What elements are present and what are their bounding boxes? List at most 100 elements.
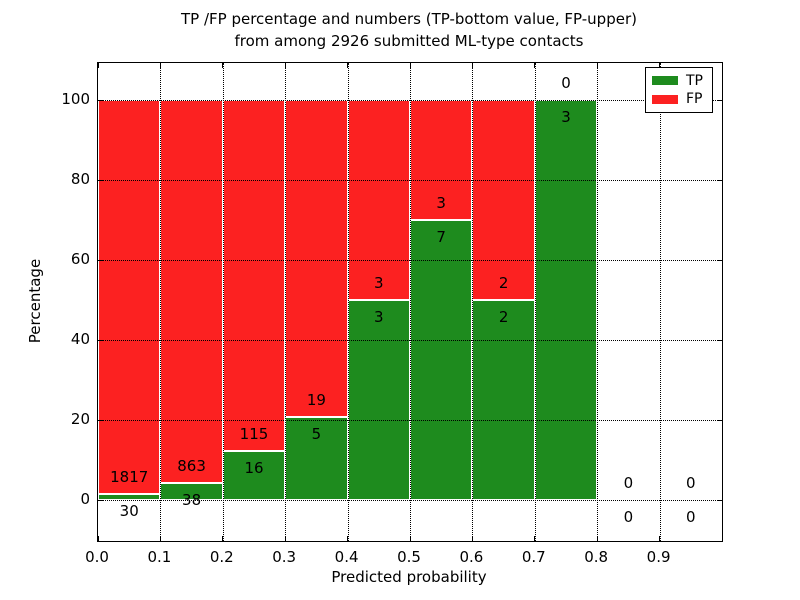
- bar-segment-tp: [347, 300, 410, 500]
- x-tick-mark: [596, 536, 598, 541]
- x-tick-mark: [347, 536, 349, 541]
- bar-segment-tp: [472, 300, 535, 500]
- x-tick-mark: [284, 536, 286, 541]
- x-tick-mark: [409, 536, 411, 541]
- y-tick-mark: [98, 419, 103, 421]
- y-tick-mark: [717, 419, 722, 421]
- y-tick-label: 0: [80, 490, 90, 508]
- x-tick-mark: [534, 536, 536, 541]
- x-tick-label: 0.1: [147, 548, 172, 566]
- x-tick-mark: [659, 536, 661, 541]
- bar-segment-fp: [222, 100, 286, 452]
- bar-count-label-tp: 3: [561, 108, 571, 126]
- bar-count-label-fp: 863: [177, 457, 206, 476]
- bar-count-label-tp: 30: [119, 501, 139, 520]
- bar-count-label-tp: 3: [374, 308, 384, 326]
- plot-area: 1817 30 863 38 115 16 19 5 3 3 3 7 2 2 0 3 0 0 0 0: [97, 62, 723, 542]
- x-tick-label: 0.5: [397, 548, 421, 566]
- y-tick-mark: [717, 179, 722, 181]
- chart-title-line1: TP /FP percentage and numbers (TP-bottom…: [181, 10, 637, 28]
- y-tick-label: 100: [61, 90, 90, 108]
- bar-segment-tp: [285, 416, 348, 500]
- y-tick-mark: [717, 339, 722, 341]
- x-tick-mark: [97, 63, 99, 68]
- x-tick-mark: [222, 536, 224, 541]
- y-tick-mark: [717, 99, 722, 101]
- fp-swatch-icon: [652, 94, 678, 104]
- bar-segment-tp: [98, 493, 161, 500]
- bar-count-label-fp: 0: [561, 74, 571, 92]
- bar-count-label-tp: 16: [244, 459, 264, 478]
- y-tick-mark: [98, 99, 103, 101]
- chart-title: TP /FP percentage and numbers (TP-bottom…: [97, 8, 721, 52]
- v-gridline: [534, 63, 536, 541]
- y-axis-label: Percentage: [26, 258, 44, 344]
- x-tick-mark: [347, 63, 349, 68]
- y-tick-mark: [98, 179, 103, 181]
- bar-count-label-fp: 3: [436, 194, 446, 212]
- x-tick-mark: [284, 63, 286, 68]
- y-tick-mark: [98, 339, 103, 341]
- bar-count-label-tp: 0: [686, 508, 696, 526]
- v-gridline: [347, 63, 349, 541]
- tp-swatch-icon: [652, 76, 678, 86]
- bar-count-label-tp: 0: [623, 508, 634, 526]
- y-tick-mark: [717, 499, 722, 501]
- x-tick-label: 0.0: [85, 548, 109, 566]
- legend-entry-fp: FP: [652, 91, 706, 107]
- bar-count-label-tp: 5: [311, 424, 322, 443]
- bar-count-label-fp: 0: [686, 474, 696, 492]
- v-gridline: [160, 63, 162, 541]
- bar-segment-fp: [285, 100, 348, 417]
- v-gridline: [410, 63, 411, 541]
- v-gridline: [285, 63, 287, 541]
- x-tick-label: 0.3: [272, 548, 297, 566]
- x-axis-label: Predicted probability: [331, 568, 487, 586]
- bar-count-label-tp: 2: [498, 308, 509, 326]
- x-tick-label: 0.2: [209, 548, 234, 566]
- v-gridline: [222, 63, 224, 541]
- y-tick-label: 60: [70, 250, 90, 268]
- y-tick-label: 80: [70, 170, 90, 188]
- y-tick-label: 20: [70, 410, 90, 428]
- bar-count-label-fp: 1817: [110, 467, 149, 486]
- bar-segment-tp: [410, 220, 473, 500]
- legend: TP FP: [645, 67, 713, 113]
- bar-count-label-fp: 2: [498, 274, 509, 292]
- v-gridline: [597, 63, 599, 541]
- x-tick-mark: [471, 536, 473, 541]
- bar-segment-tp: [534, 100, 598, 500]
- x-tick-mark: [97, 536, 99, 541]
- y-tick-mark: [98, 499, 103, 501]
- x-tick-mark: [222, 63, 224, 68]
- y-tick-label: 40: [70, 330, 90, 348]
- chart-title-line2: from among 2926 submitted ML-type contac…: [234, 32, 584, 50]
- x-tick-mark: [596, 63, 598, 68]
- bar-count-label-fp: 115: [239, 425, 269, 444]
- y-tick-mark: [717, 259, 722, 261]
- bar-segment-fp: [98, 100, 161, 494]
- v-gridline: [659, 63, 661, 541]
- x-tick-label: 0.7: [521, 548, 546, 566]
- x-tick-mark: [159, 536, 161, 541]
- x-tick-label: 0.8: [584, 548, 609, 566]
- x-tick-mark: [659, 63, 661, 68]
- bar-count-label-fp: 3: [374, 274, 384, 292]
- legend-label-tp: TP: [686, 72, 703, 89]
- bar-segment-fp: [347, 100, 410, 300]
- x-tick-mark: [471, 63, 473, 68]
- bar-count-label-fp: 0: [623, 474, 634, 492]
- bar-segment-fp: [410, 100, 473, 220]
- x-tick-mark: [534, 63, 536, 68]
- x-tick-mark: [159, 63, 161, 68]
- legend-entry-tp: TP: [652, 73, 706, 89]
- y-tick-mark: [98, 259, 103, 261]
- legend-label-fp: FP: [686, 91, 703, 108]
- bar-count-label-tp: 7: [436, 228, 446, 246]
- v-gridline: [472, 63, 474, 541]
- x-tick-label: 0.6: [459, 548, 484, 566]
- bar-count-label-tp: 38: [182, 491, 202, 510]
- x-tick-label: 0.4: [334, 548, 359, 566]
- x-tick-mark: [409, 63, 411, 68]
